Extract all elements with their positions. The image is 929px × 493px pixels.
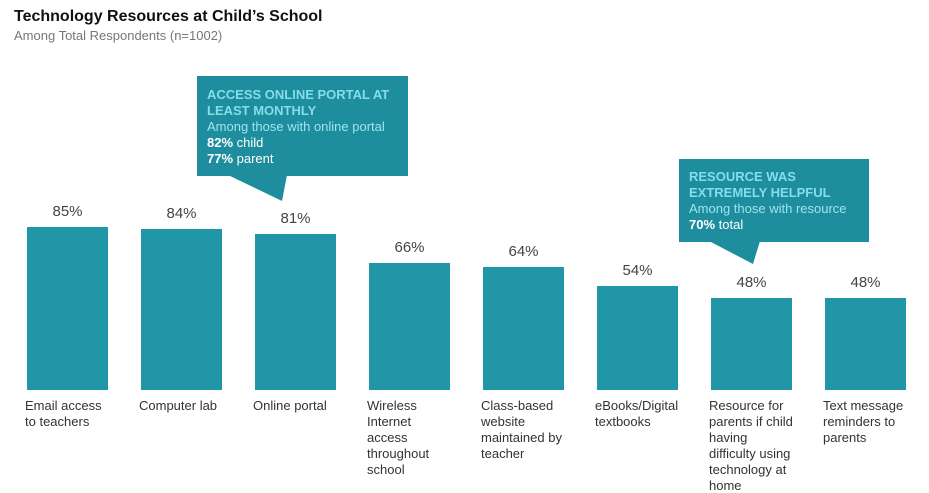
callout-sub: Among those with online portal — [207, 119, 385, 134]
bar — [369, 263, 450, 390]
bar — [141, 228, 222, 390]
data-label: 54% — [622, 262, 653, 280]
callout-line: 70% total — [689, 217, 744, 232]
callout-heading: RESOURCE WAS EXTREMELY HELPFUL — [689, 169, 831, 200]
data-label: 64% — [508, 243, 539, 261]
category-label: Online portal — [253, 398, 327, 413]
category-label: Resource for parents if child having dif… — [709, 398, 793, 493]
bar — [255, 234, 336, 390]
category-label: Computer lab — [139, 398, 218, 413]
data-label: 84% — [166, 204, 197, 222]
data-label: 66% — [394, 239, 425, 257]
callout-line: 77% parent — [207, 151, 274, 166]
data-label: 85% — [52, 202, 83, 220]
callout-line: 82% child — [207, 135, 264, 150]
bar — [27, 226, 108, 390]
category-label: eBooks/Digital textbooks — [595, 398, 679, 429]
chart-title: Technology Resources at Child’s School — [14, 8, 323, 25]
chart-subtitle: Among Total Respondents (n=1002) — [14, 28, 223, 43]
bar — [825, 297, 906, 390]
category-label: Wireless Internet access throughout scho… — [367, 398, 430, 477]
bar — [597, 286, 678, 390]
data-label: 48% — [736, 273, 767, 291]
bar — [483, 267, 564, 390]
bar — [711, 297, 792, 390]
data-label: 81% — [280, 210, 311, 228]
category-label: Class-based website maintained by teache… — [481, 398, 562, 461]
callout-online-portal: ACCESS ONLINE PORTAL AT LEAST MONTHLY Am… — [197, 76, 408, 176]
callout-sub: Among those with resource — [689, 201, 847, 216]
callout-heading: ACCESS ONLINE PORTAL AT LEAST MONTHLY — [207, 87, 390, 118]
data-label: 48% — [850, 273, 881, 291]
category-label: Text message reminders to parents — [823, 398, 904, 445]
callout-resource-helpful: RESOURCE WAS EXTREMELY HELPFUL Among tho… — [679, 159, 869, 242]
category-label: Email access to teachers — [25, 398, 102, 429]
